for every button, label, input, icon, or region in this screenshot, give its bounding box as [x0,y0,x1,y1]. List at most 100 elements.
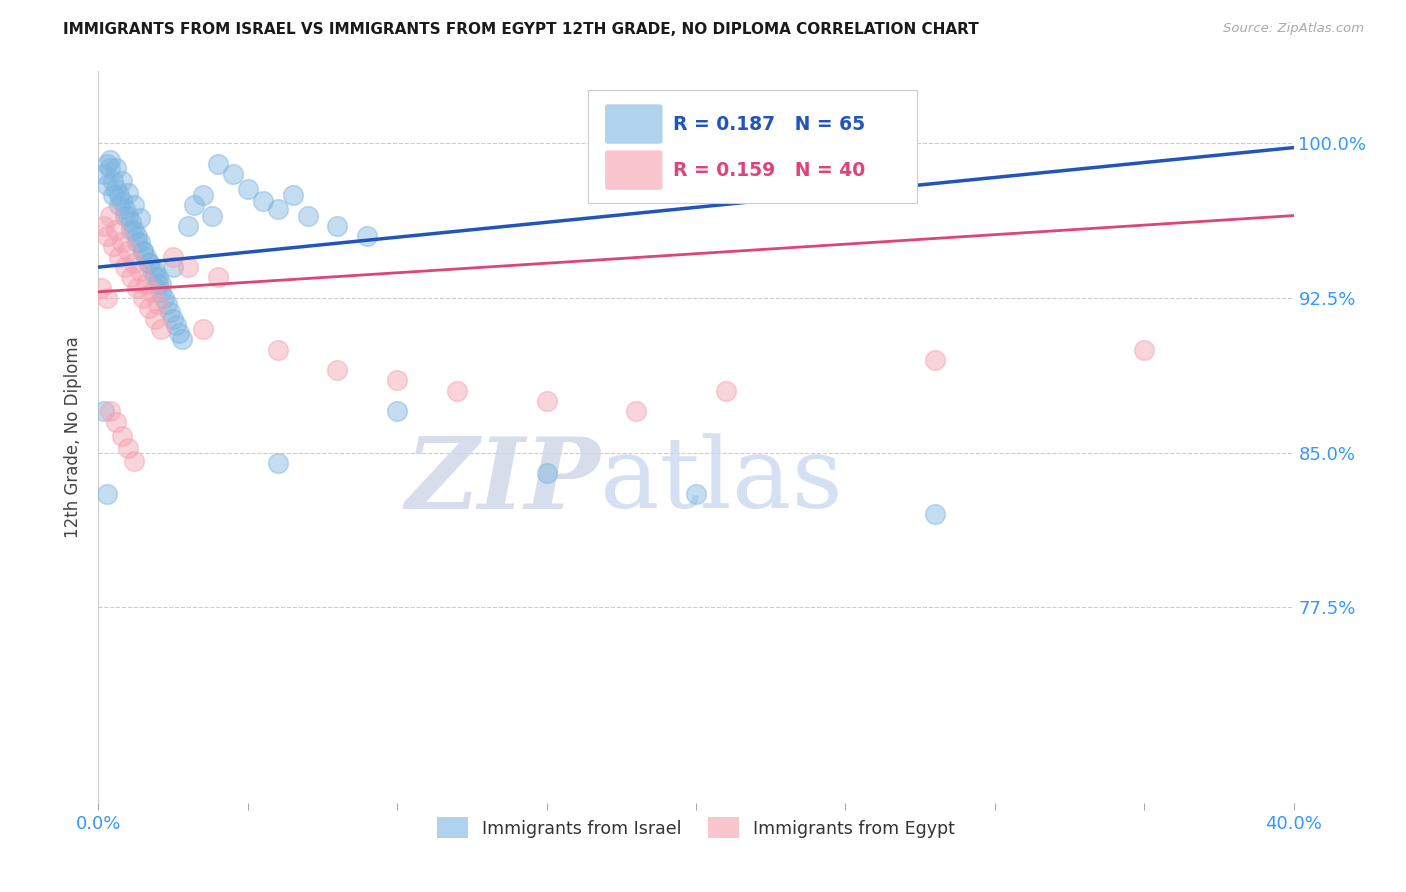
Point [135,277,157,291]
Point [924,352,946,367]
Point [222,167,245,181]
Point [143,264,166,278]
Point [111,173,134,187]
Point [156,297,179,311]
Point [108,250,131,264]
Text: atlas: atlas [600,434,844,529]
Point [117,244,139,258]
Point [127,281,149,295]
Point [105,161,128,176]
Point [103,173,125,187]
Point [150,277,173,291]
Point [132,244,155,258]
Point [132,291,155,305]
Point [120,270,142,285]
Point [93,219,115,233]
Point [111,194,134,209]
Point [138,256,160,270]
FancyBboxPatch shape [605,151,662,190]
Point [105,415,128,429]
Point [281,188,304,202]
Point [114,260,136,274]
Point [105,223,128,237]
Point [93,167,115,181]
Point [98,161,122,176]
Point [124,256,146,270]
Point [129,211,152,225]
Point [143,270,166,285]
Point [117,186,139,200]
Point [124,454,146,468]
Point [96,157,118,171]
Point [536,466,558,480]
Point [114,209,136,223]
Point [120,215,142,229]
Point [924,508,946,522]
Point [90,281,112,295]
Point [626,404,648,418]
Point [159,305,181,319]
Point [153,291,176,305]
Point [267,343,290,357]
Point [162,250,184,264]
Text: IMMIGRANTS FROM ISRAEL VS IMMIGRANTS FROM EGYPT 12TH GRADE, NO DIPLOMA CORRELATI: IMMIGRANTS FROM ISRAEL VS IMMIGRANTS FRO… [63,22,979,37]
Point [148,277,170,291]
Point [98,153,122,167]
Point [124,198,146,212]
FancyBboxPatch shape [589,90,917,203]
Text: Source: ZipAtlas.com: Source: ZipAtlas.com [1223,22,1364,36]
Point [236,182,259,196]
Point [446,384,468,398]
Point [127,229,149,244]
Point [96,229,118,244]
Point [111,429,134,443]
Point [183,198,205,212]
Point [96,178,118,192]
Point [103,239,125,253]
Point [150,285,173,299]
Point [1133,343,1156,357]
Point [108,188,131,202]
Point [117,209,139,223]
Point [129,264,152,278]
Point [326,219,349,233]
Point [138,256,160,270]
Point [105,182,128,196]
Point [267,202,290,217]
Point [207,270,229,285]
Point [191,322,214,336]
Point [297,209,319,223]
Point [148,270,170,285]
Point [172,332,194,346]
Point [162,260,184,274]
Point [148,297,170,311]
Point [103,188,125,202]
Point [141,285,163,299]
Point [135,250,157,264]
Y-axis label: 12th Grade, No Diploma: 12th Grade, No Diploma [65,336,83,538]
Point [124,223,146,237]
Point [191,188,214,202]
Point [162,311,184,326]
Point [114,202,136,217]
Point [127,235,149,250]
Point [150,322,173,336]
Point [129,235,152,250]
Point [165,318,187,332]
Point [111,235,134,250]
Point [267,456,290,470]
Point [685,487,707,501]
Point [96,291,118,305]
Point [143,311,166,326]
Point [108,198,131,212]
FancyBboxPatch shape [605,104,662,144]
Point [177,260,200,274]
Text: ZIP: ZIP [405,433,600,529]
Point [167,326,190,340]
Point [536,394,558,409]
Point [96,487,118,501]
Point [141,264,163,278]
Point [207,157,229,171]
Point [117,442,139,456]
Text: R = 0.159   N = 40: R = 0.159 N = 40 [673,161,866,179]
